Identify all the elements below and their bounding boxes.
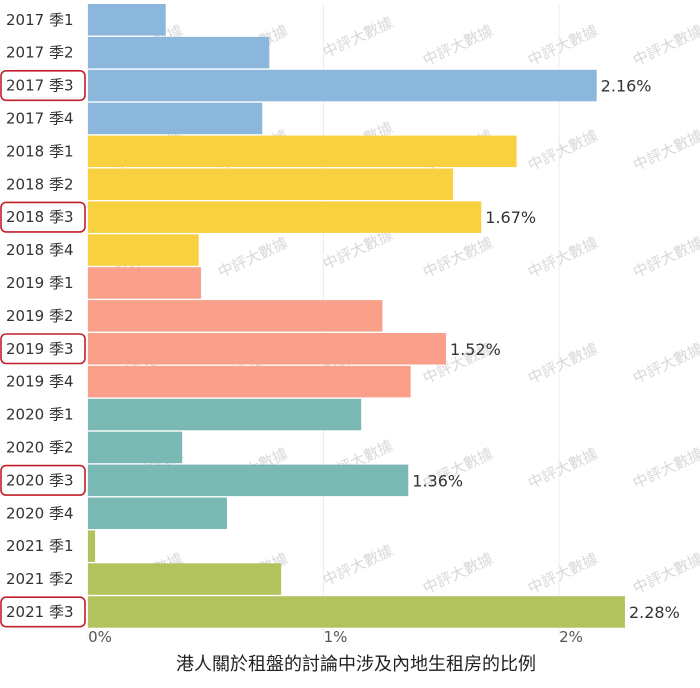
bar xyxy=(88,563,282,595)
category-label: 2018 季3 xyxy=(6,208,74,226)
x-tick-label: 1% xyxy=(324,628,348,646)
watermark: 中評大數據 xyxy=(630,126,700,174)
bar xyxy=(88,102,263,135)
data-label: 1.36% xyxy=(412,471,463,490)
bar xyxy=(88,300,383,332)
category-label: 2019 季1 xyxy=(6,274,74,292)
bar xyxy=(88,464,409,497)
watermark: 中評大數據 xyxy=(525,233,601,281)
bar xyxy=(88,497,227,529)
bar xyxy=(88,398,362,431)
watermark: 中評大數據 xyxy=(525,126,601,174)
category-label: 2019 季2 xyxy=(6,307,74,325)
bar xyxy=(88,234,199,266)
watermark: 中評大數據 xyxy=(420,21,496,69)
bar xyxy=(88,267,202,299)
watermark: 中評大數據 xyxy=(630,233,700,281)
data-label: 1.52% xyxy=(450,340,501,359)
x-tick-label: 2% xyxy=(559,628,583,646)
category-label: 2017 季1 xyxy=(6,11,74,29)
category-label: 2020 季2 xyxy=(6,438,74,456)
bar xyxy=(88,4,166,36)
category-label: 2018 季2 xyxy=(6,175,74,193)
watermark: 中評大數據 xyxy=(630,444,700,492)
bar xyxy=(88,431,183,464)
watermark: 中評大數據 xyxy=(630,549,700,597)
data-label: 2.16% xyxy=(601,77,652,96)
watermark: 中評大數據 xyxy=(630,21,700,69)
category-label: 2020 季4 xyxy=(6,504,74,522)
bar xyxy=(88,69,597,102)
watermark: 中評大數據 xyxy=(525,444,601,492)
category-label: 2019 季3 xyxy=(6,340,74,358)
watermark: 中評大數據 xyxy=(525,549,601,597)
watermark: 中評大數據 xyxy=(320,541,396,589)
bar xyxy=(88,168,454,200)
data-label: 2.28% xyxy=(629,603,680,622)
bar xyxy=(88,36,270,69)
x-tick-label: 0% xyxy=(88,628,112,646)
category-label: 2018 季1 xyxy=(6,142,74,160)
category-label: 2021 季3 xyxy=(6,603,74,621)
category-label: 2018 季4 xyxy=(6,241,74,259)
x-axis-title: 港人關於租盤的討論中涉及內地生租房的比例 xyxy=(176,654,536,675)
bar xyxy=(88,135,517,168)
highlight-box xyxy=(0,596,86,628)
category-labels: 2017 季1 2017 季2 2017 季3 2017 季4 2018 季1 2018 … xyxy=(0,11,86,628)
watermark: 中評大數據 xyxy=(215,233,291,281)
highlight-box xyxy=(0,70,86,102)
category-label: 2021 季1 xyxy=(6,537,74,555)
bar xyxy=(88,333,446,365)
watermark: 中評大數據 xyxy=(420,233,496,281)
category-label: 2020 季3 xyxy=(6,471,74,489)
bar xyxy=(88,530,96,562)
watermark: 中評大數據 xyxy=(525,21,601,69)
highlight-box xyxy=(0,201,86,233)
category-label: 2017 季4 xyxy=(6,109,74,127)
category-label: 2017 季2 xyxy=(6,44,74,62)
watermark: 中評大數據 xyxy=(630,339,700,387)
watermark: 中評大數據 xyxy=(420,549,496,597)
category-label: 2017 季3 xyxy=(6,77,74,95)
category-label: 2021 季2 xyxy=(6,570,74,588)
bar xyxy=(88,596,625,628)
category-label: 2019 季4 xyxy=(6,373,74,391)
highlight-box xyxy=(0,333,86,365)
highlight-box xyxy=(0,464,86,496)
bar xyxy=(88,201,482,233)
bar xyxy=(88,365,411,398)
value-labels: 2.16% 1.67% 1.52% 1.36% 2.28% xyxy=(412,77,679,622)
data-label: 1.67% xyxy=(485,208,536,227)
x-axis-ticks: 0% 1% 2% xyxy=(88,628,583,646)
category-label: 2020 季1 xyxy=(6,406,74,424)
watermark: 中評大數據 xyxy=(525,339,601,387)
watermark: 中評大數據 xyxy=(320,13,396,61)
bars xyxy=(88,4,625,628)
